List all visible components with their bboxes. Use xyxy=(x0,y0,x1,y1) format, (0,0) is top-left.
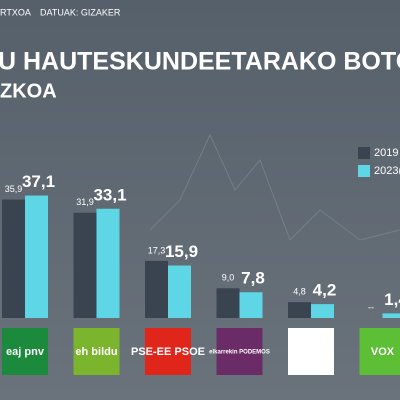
title: U HAUTESKUNDEETARAKO BOTO– xyxy=(0,48,400,76)
party-logo xyxy=(145,328,191,375)
value-label: 35,9 xyxy=(5,184,23,194)
legend-label: 2019 xyxy=(374,147,398,159)
legend-swatch xyxy=(358,147,370,159)
value-label: 7,8 xyxy=(241,269,265,288)
value-label: 4,2 xyxy=(313,281,337,300)
category-label: eh bildu xyxy=(75,346,117,358)
source: RTXOA xyxy=(0,7,31,17)
category-label: PP xyxy=(304,346,319,358)
value-label: -- xyxy=(368,302,374,312)
bar xyxy=(288,302,311,318)
bar xyxy=(25,195,48,318)
value-label: 4,8 xyxy=(293,287,306,297)
bar xyxy=(239,292,263,318)
category-label: elkarrekin PODEMOS xyxy=(209,350,270,356)
bar xyxy=(382,313,400,318)
bar xyxy=(73,212,97,318)
bar xyxy=(216,288,240,318)
bar xyxy=(145,260,168,318)
bar xyxy=(96,208,120,318)
value-label: 9,0 xyxy=(222,273,235,283)
value-label: 15,9 xyxy=(165,242,198,261)
bar xyxy=(311,304,334,318)
bar xyxy=(168,265,191,318)
party-logo xyxy=(216,328,263,375)
party-logo xyxy=(288,328,334,375)
value-label: 17,3 xyxy=(148,245,166,255)
subtitle: ZKOA xyxy=(0,80,57,102)
category-label: VOX xyxy=(371,346,395,358)
decor xyxy=(149,133,400,241)
category-label: eaj pnv xyxy=(6,346,45,358)
party-logo xyxy=(2,328,48,375)
credit: DATUAK: GIZAKER xyxy=(40,7,121,17)
party-logo xyxy=(359,328,400,375)
value-label: 1,4 xyxy=(384,290,400,309)
party-logo xyxy=(73,328,120,375)
legend-swatch xyxy=(358,165,370,177)
value-label: 37,1 xyxy=(22,172,55,191)
legend-label: 2023( xyxy=(374,165,400,177)
value-label: 33,1 xyxy=(93,185,126,204)
value-label: 31,9 xyxy=(76,197,94,207)
bar xyxy=(2,199,25,318)
category-label: PSE-EE PSOE xyxy=(131,346,205,358)
